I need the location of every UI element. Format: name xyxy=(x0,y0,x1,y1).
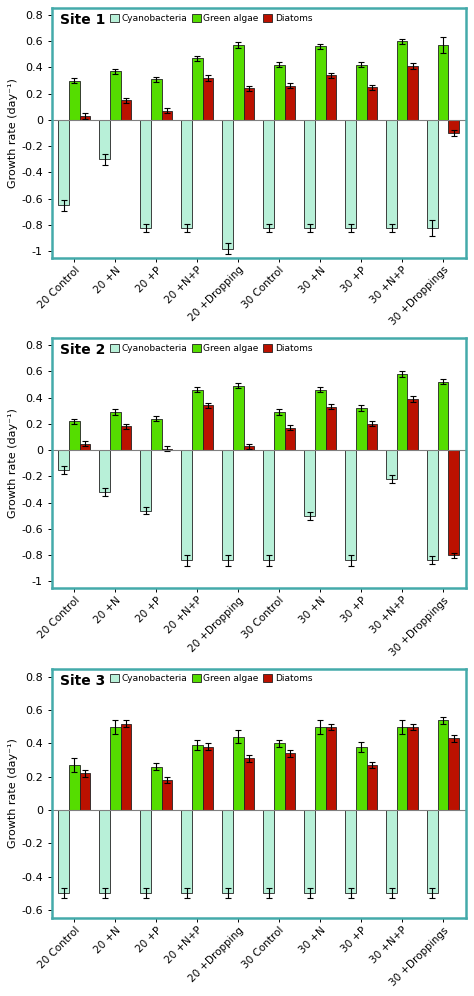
Bar xyxy=(345,120,356,228)
Legend: Cyanobacteria, Green algae, Diatoms: Cyanobacteria, Green algae, Diatoms xyxy=(106,341,316,357)
Bar xyxy=(386,120,397,228)
Bar xyxy=(233,737,244,810)
Bar xyxy=(192,389,203,450)
Bar xyxy=(58,810,69,893)
Bar xyxy=(315,727,326,810)
Bar xyxy=(427,450,438,561)
Y-axis label: Growth rate (day⁻¹): Growth rate (day⁻¹) xyxy=(9,78,18,188)
Bar xyxy=(284,427,295,450)
Bar xyxy=(110,72,121,120)
Bar xyxy=(110,412,121,450)
Bar xyxy=(366,765,377,810)
Bar xyxy=(274,65,284,120)
Bar xyxy=(284,753,295,810)
Bar xyxy=(140,450,151,511)
Bar xyxy=(438,381,448,450)
Bar xyxy=(244,759,254,810)
Bar xyxy=(284,86,295,120)
Bar xyxy=(315,389,326,450)
Bar xyxy=(151,80,162,120)
Y-axis label: Growth rate (day⁻¹): Growth rate (day⁻¹) xyxy=(9,738,18,849)
Bar xyxy=(408,398,418,450)
Bar xyxy=(121,101,131,120)
Bar xyxy=(408,727,418,810)
Bar xyxy=(386,450,397,479)
Bar xyxy=(274,412,284,450)
Bar xyxy=(263,450,274,561)
Bar xyxy=(244,446,254,450)
Bar xyxy=(427,810,438,893)
Text: Site 3: Site 3 xyxy=(60,673,105,687)
Bar xyxy=(356,408,366,450)
Bar xyxy=(69,421,80,450)
Bar xyxy=(222,450,233,561)
Bar xyxy=(121,723,131,810)
Bar xyxy=(326,76,336,120)
Bar xyxy=(58,120,69,205)
Bar xyxy=(233,385,244,450)
Bar xyxy=(182,120,192,228)
Bar xyxy=(192,58,203,120)
Bar xyxy=(397,374,408,450)
Bar xyxy=(203,405,213,450)
Bar xyxy=(80,443,91,450)
Bar xyxy=(69,81,80,120)
Legend: Cyanobacteria, Green algae, Diatoms: Cyanobacteria, Green algae, Diatoms xyxy=(106,10,316,27)
Bar xyxy=(397,41,408,120)
Bar xyxy=(366,424,377,450)
Bar xyxy=(80,116,91,120)
Bar xyxy=(274,743,284,810)
Bar xyxy=(438,720,448,810)
Bar xyxy=(408,66,418,120)
Bar xyxy=(222,810,233,893)
Bar xyxy=(326,406,336,450)
Bar xyxy=(427,120,438,228)
Bar xyxy=(162,111,173,120)
Bar xyxy=(304,810,315,893)
Bar xyxy=(244,89,254,120)
Bar xyxy=(386,810,397,893)
Bar xyxy=(304,120,315,228)
Bar xyxy=(345,810,356,893)
Bar xyxy=(448,738,459,810)
Bar xyxy=(182,450,192,561)
Bar xyxy=(100,810,110,893)
Bar xyxy=(315,47,326,120)
Bar xyxy=(192,745,203,810)
Bar xyxy=(182,810,192,893)
Bar xyxy=(448,450,459,555)
Bar xyxy=(121,426,131,450)
Bar xyxy=(438,45,448,120)
Bar xyxy=(263,120,274,228)
Bar xyxy=(304,450,315,516)
Bar xyxy=(448,120,459,133)
Bar xyxy=(356,747,366,810)
Bar xyxy=(140,810,151,893)
Bar xyxy=(162,449,173,450)
Y-axis label: Growth rate (day⁻¹): Growth rate (day⁻¹) xyxy=(9,408,18,518)
Bar xyxy=(140,120,151,228)
Bar xyxy=(233,45,244,120)
Bar xyxy=(69,765,80,810)
Bar xyxy=(203,78,213,120)
Bar xyxy=(58,450,69,470)
Legend: Cyanobacteria, Green algae, Diatoms: Cyanobacteria, Green algae, Diatoms xyxy=(106,670,316,687)
Bar xyxy=(356,65,366,120)
Text: Site 1: Site 1 xyxy=(60,13,106,27)
Bar xyxy=(151,418,162,450)
Bar xyxy=(100,120,110,159)
Bar xyxy=(397,727,408,810)
Bar xyxy=(263,810,274,893)
Bar xyxy=(203,747,213,810)
Bar xyxy=(100,450,110,492)
Bar xyxy=(345,450,356,561)
Bar xyxy=(366,87,377,120)
Bar xyxy=(80,774,91,810)
Bar xyxy=(222,120,233,249)
Bar xyxy=(110,727,121,810)
Text: Site 2: Site 2 xyxy=(60,344,106,358)
Bar xyxy=(151,767,162,810)
Bar xyxy=(162,780,173,810)
Bar xyxy=(326,727,336,810)
